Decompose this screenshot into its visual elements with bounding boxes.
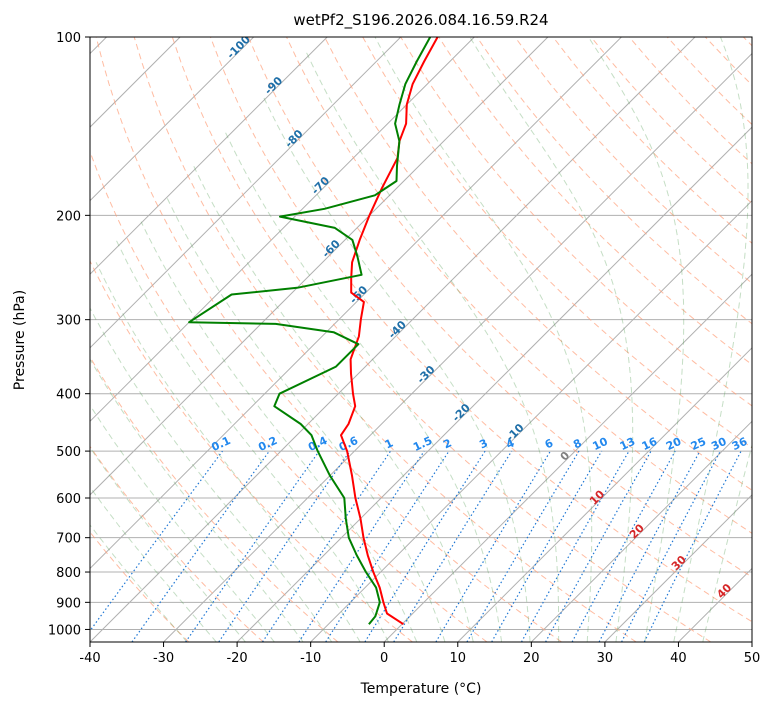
y-tick-label: 800 bbox=[56, 566, 81, 581]
x-tick-label: 40 bbox=[670, 651, 687, 666]
y-tick-label: 300 bbox=[56, 314, 81, 329]
x-tick-label: 50 bbox=[744, 651, 761, 666]
x-tick-label: -30 bbox=[153, 651, 174, 666]
y-tick-label: 600 bbox=[56, 492, 81, 507]
x-tick-label: -10 bbox=[300, 651, 321, 666]
y-tick-label: 100 bbox=[56, 31, 81, 46]
y-tick-label: 500 bbox=[56, 445, 81, 460]
x-tick-label: 30 bbox=[597, 651, 614, 666]
y-tick-label: 900 bbox=[56, 596, 81, 611]
x-tick-label: 20 bbox=[523, 651, 540, 666]
y-tick-label: 200 bbox=[56, 209, 81, 224]
x-tick-label: -20 bbox=[226, 651, 247, 666]
chart-title: wetPf2_S196.2026.084.16.59.R24 bbox=[293, 11, 548, 30]
x-tick-label: 0 bbox=[380, 651, 388, 666]
y-tick-label: 400 bbox=[56, 388, 81, 403]
y-axis-label: Pressure (hPa) bbox=[12, 290, 28, 390]
x-axis-label: Temperature (°C) bbox=[360, 681, 482, 697]
x-tick-label: 10 bbox=[450, 651, 467, 666]
y-tick-label: 700 bbox=[56, 532, 81, 547]
y-tick-label: 1000 bbox=[48, 623, 81, 638]
x-tick-label: -40 bbox=[79, 651, 100, 666]
